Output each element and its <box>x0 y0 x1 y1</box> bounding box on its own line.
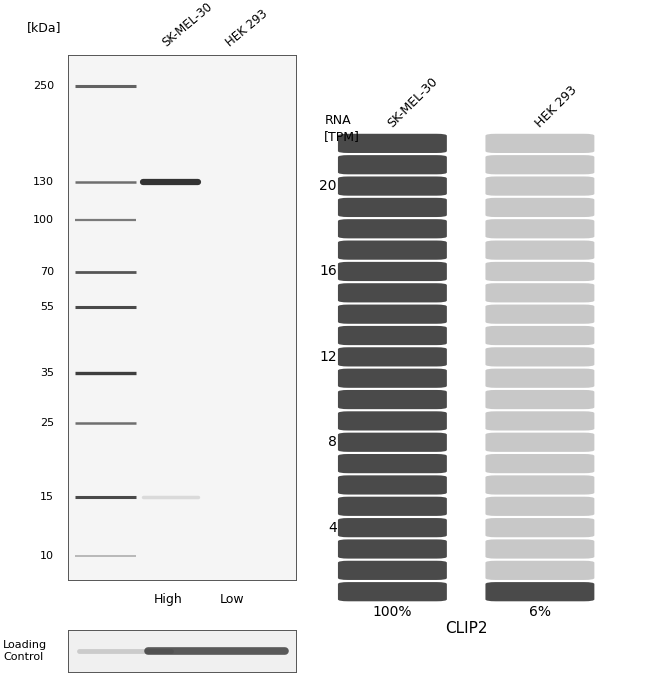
FancyBboxPatch shape <box>486 240 594 260</box>
FancyBboxPatch shape <box>338 155 447 174</box>
FancyBboxPatch shape <box>486 540 594 558</box>
FancyBboxPatch shape <box>486 176 594 196</box>
FancyBboxPatch shape <box>486 390 594 409</box>
FancyBboxPatch shape <box>338 454 447 473</box>
Text: 130: 130 <box>33 177 55 187</box>
FancyBboxPatch shape <box>486 155 594 174</box>
Text: 70: 70 <box>40 267 55 277</box>
FancyBboxPatch shape <box>338 240 447 260</box>
FancyBboxPatch shape <box>486 475 594 495</box>
FancyBboxPatch shape <box>338 176 447 196</box>
FancyBboxPatch shape <box>486 262 594 281</box>
Text: 4: 4 <box>328 520 337 535</box>
FancyBboxPatch shape <box>338 348 447 366</box>
Text: 8: 8 <box>328 435 337 449</box>
FancyBboxPatch shape <box>338 219 447 238</box>
Text: HEK 293: HEK 293 <box>224 8 270 50</box>
Text: 16: 16 <box>319 265 337 278</box>
FancyBboxPatch shape <box>338 411 447 430</box>
Text: 250: 250 <box>33 82 55 91</box>
FancyBboxPatch shape <box>486 219 594 238</box>
FancyBboxPatch shape <box>338 540 447 558</box>
FancyBboxPatch shape <box>338 518 447 538</box>
Text: 100: 100 <box>33 215 55 225</box>
Text: RNA
[TPM]: RNA [TPM] <box>324 114 360 143</box>
FancyBboxPatch shape <box>338 198 447 217</box>
Text: 15: 15 <box>40 492 55 502</box>
FancyBboxPatch shape <box>338 475 447 495</box>
FancyBboxPatch shape <box>338 560 447 580</box>
FancyBboxPatch shape <box>486 305 594 324</box>
Text: Loading
Control: Loading Control <box>3 640 47 662</box>
FancyBboxPatch shape <box>338 582 447 601</box>
FancyBboxPatch shape <box>486 433 594 452</box>
Text: 6%: 6% <box>529 605 551 618</box>
FancyBboxPatch shape <box>486 134 594 153</box>
Text: 55: 55 <box>40 303 55 312</box>
FancyBboxPatch shape <box>486 368 594 388</box>
Text: Low: Low <box>220 593 244 606</box>
Text: 10: 10 <box>40 551 55 561</box>
FancyBboxPatch shape <box>486 348 594 366</box>
FancyBboxPatch shape <box>338 497 447 516</box>
Text: 100%: 100% <box>372 605 412 618</box>
FancyBboxPatch shape <box>486 198 594 217</box>
Text: CLIP2: CLIP2 <box>445 621 488 636</box>
FancyBboxPatch shape <box>486 497 594 516</box>
FancyBboxPatch shape <box>338 262 447 281</box>
FancyBboxPatch shape <box>486 560 594 580</box>
FancyBboxPatch shape <box>338 305 447 324</box>
Text: [kDa]: [kDa] <box>27 21 62 34</box>
Text: SK-MEL-30: SK-MEL-30 <box>385 75 441 131</box>
Text: SK-MEL-30: SK-MEL-30 <box>160 1 215 50</box>
FancyBboxPatch shape <box>486 326 594 345</box>
Text: HEK 293: HEK 293 <box>533 84 580 131</box>
FancyBboxPatch shape <box>486 283 594 303</box>
FancyBboxPatch shape <box>486 411 594 430</box>
Text: 12: 12 <box>319 350 337 364</box>
FancyBboxPatch shape <box>338 326 447 345</box>
FancyBboxPatch shape <box>338 368 447 388</box>
FancyBboxPatch shape <box>338 283 447 303</box>
Text: 20: 20 <box>319 179 337 193</box>
FancyBboxPatch shape <box>486 518 594 538</box>
FancyBboxPatch shape <box>486 454 594 473</box>
FancyBboxPatch shape <box>338 433 447 452</box>
FancyBboxPatch shape <box>338 134 447 153</box>
FancyBboxPatch shape <box>338 390 447 409</box>
Text: High: High <box>154 593 183 606</box>
FancyBboxPatch shape <box>486 582 594 601</box>
Text: 25: 25 <box>40 417 55 428</box>
Text: 35: 35 <box>40 368 55 379</box>
